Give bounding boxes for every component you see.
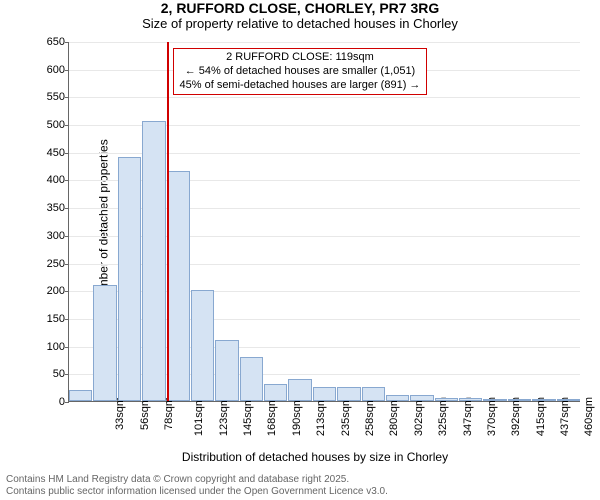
x-tick: 213sqm (315, 397, 327, 436)
annotation-line: 2 RUFFORD CLOSE: 119sqm (180, 51, 421, 65)
histogram-bar (410, 395, 433, 401)
y-tick: 400 (39, 174, 65, 186)
histogram-bar (435, 398, 458, 401)
y-tick: 100 (39, 341, 65, 353)
y-tick: 600 (39, 64, 65, 76)
x-tick: 258sqm (364, 397, 376, 436)
annotation-box: 2 RUFFORD CLOSE: 119sqm← 54% of detached… (173, 48, 428, 95)
x-tick: 437sqm (559, 397, 571, 436)
plot-area: Number of detached properties 0501001502… (68, 42, 580, 402)
histogram-bar (118, 157, 141, 401)
x-axis-label: Distribution of detached houses by size … (50, 450, 580, 464)
x-tick: 302sqm (413, 397, 425, 436)
y-axis-label: Number of detached properties (97, 139, 111, 304)
reference-marker (167, 42, 169, 401)
histogram-bar (337, 387, 360, 401)
histogram-bar (483, 399, 506, 401)
histogram-bar (191, 290, 214, 401)
x-tick: 460sqm (584, 397, 596, 436)
histogram-bar (167, 171, 190, 401)
x-tick: 190sqm (291, 397, 303, 436)
y-tick: 50 (39, 368, 65, 380)
histogram-bar (459, 398, 482, 401)
histogram-bar (93, 285, 116, 401)
gridline (69, 97, 580, 98)
x-tick: 101sqm (193, 397, 205, 436)
chart-container: Number of detached properties 0501001502… (50, 42, 580, 430)
annotation-line: 45% of semi-detached houses are larger (… (180, 79, 421, 93)
histogram-bar (313, 387, 336, 401)
y-tick: 450 (39, 147, 65, 159)
x-tick: 123sqm (218, 397, 230, 436)
histogram-bar (508, 399, 531, 401)
credit-text: Contains HM Land Registry data © Crown c… (6, 474, 388, 498)
x-tick: 325sqm (437, 397, 449, 436)
histogram-bar (69, 390, 92, 401)
x-tick: 235sqm (340, 397, 352, 436)
chart-title: 2, RUFFORD CLOSE, CHORLEY, PR7 3RG (0, 0, 600, 16)
x-tick: 56sqm (139, 397, 151, 430)
y-tick: 650 (39, 36, 65, 48)
annotation-line: ← 54% of detached houses are smaller (1,… (180, 65, 421, 79)
credit-line-1: Contains HM Land Registry data © Crown c… (6, 474, 388, 486)
y-tick: 300 (39, 230, 65, 242)
histogram-bar (386, 395, 409, 401)
y-tick: 250 (39, 258, 65, 270)
x-tick: 392sqm (510, 397, 522, 436)
y-tick: 350 (39, 202, 65, 214)
y-tick: 200 (39, 285, 65, 297)
chart-subtitle: Size of property relative to detached ho… (0, 16, 600, 31)
x-tick: 78sqm (163, 397, 175, 430)
histogram-bar (362, 387, 385, 401)
histogram-bar (142, 121, 165, 401)
x-tick: 370sqm (486, 397, 498, 436)
histogram-bar (557, 399, 580, 401)
histogram-bar (532, 399, 555, 401)
x-tick: 145sqm (242, 397, 254, 436)
histogram-bar (215, 340, 238, 401)
histogram-bar (264, 384, 287, 401)
x-tick: 347sqm (462, 397, 474, 436)
gridline (69, 42, 580, 43)
y-tick: 150 (39, 313, 65, 325)
y-tick: 500 (39, 119, 65, 131)
y-tick: 0 (39, 396, 65, 408)
x-tick: 168sqm (267, 397, 279, 436)
x-tick: 415sqm (535, 397, 547, 436)
histogram-bar (240, 357, 263, 401)
x-tick: 280sqm (389, 397, 401, 436)
histogram-bar (288, 379, 311, 401)
y-tick: 550 (39, 91, 65, 103)
x-tick: 33sqm (114, 397, 126, 430)
credit-line-2: Contains public sector information licen… (6, 486, 388, 498)
